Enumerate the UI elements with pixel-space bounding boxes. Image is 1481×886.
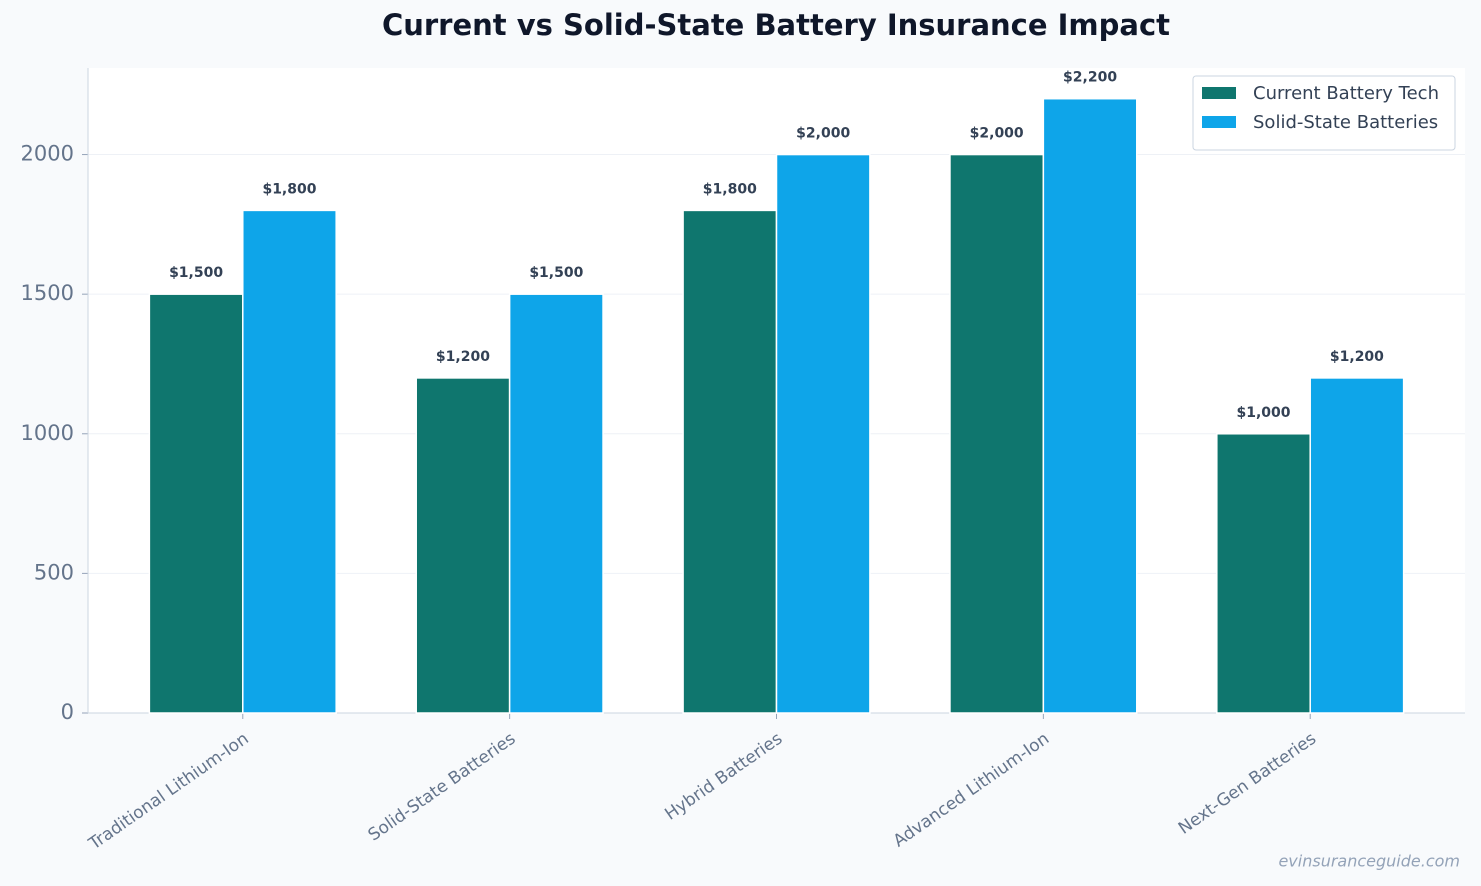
bar: [682, 209, 778, 714]
value-label: $2,000: [796, 126, 850, 142]
value-label: $2,000: [970, 126, 1024, 142]
value-label: $1,000: [1237, 405, 1291, 421]
y-tick-label: 2000: [21, 142, 74, 166]
value-label: $1,200: [436, 349, 490, 365]
y-tick-label: 1500: [21, 281, 74, 305]
value-label: $1,500: [169, 265, 223, 281]
legend-label: Current Battery Tech: [1253, 83, 1439, 104]
value-label: $1,800: [262, 181, 316, 197]
value-label: $1,500: [529, 265, 583, 281]
bar: [508, 293, 604, 714]
legend-box: [1192, 75, 1456, 151]
y-tick-label: 500: [34, 560, 74, 584]
bar: [415, 377, 511, 714]
bar: [242, 209, 337, 714]
watermark: evinsuranceguide.com: [1278, 852, 1460, 871]
bar: [1309, 377, 1405, 714]
bar: [1216, 433, 1311, 714]
bar: [1042, 97, 1138, 714]
value-label: $2,200: [1063, 70, 1117, 86]
bar: [148, 293, 244, 714]
y-tick-label: 0: [61, 700, 74, 724]
value-label: $1,800: [703, 181, 757, 197]
legend-swatch: [1202, 87, 1236, 99]
legend-swatch: [1202, 116, 1236, 128]
value-label: $1,200: [1330, 349, 1384, 365]
bar: [775, 153, 871, 714]
legend-label: Solid-State Batteries: [1253, 112, 1438, 133]
y-tick-label: 1000: [21, 421, 74, 445]
bar: [949, 153, 1045, 714]
chart-title: Current vs Solid-State Battery Insurance…: [382, 8, 1170, 42]
